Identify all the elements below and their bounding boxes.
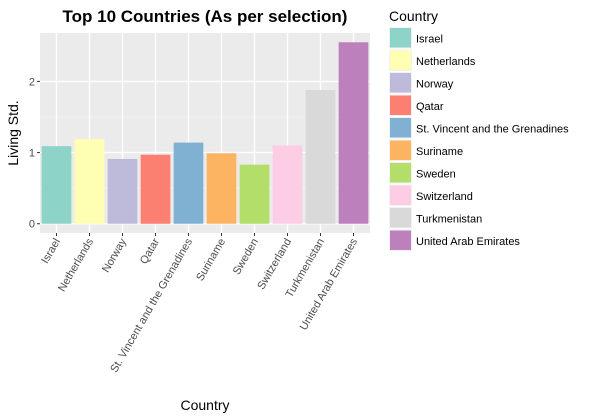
bar-netherlands [74, 139, 105, 224]
x-tick-label: Qatar [138, 236, 162, 266]
x-tick-label: United Arab Emirates [298, 236, 361, 332]
legend-swatch [390, 118, 411, 138]
bar-sweden [239, 164, 270, 224]
y-axis: 0 1 2 [29, 76, 40, 231]
y-tick-label: 2 [29, 76, 35, 88]
bar-st-vincent-and-the-grenadines [173, 142, 204, 224]
x-tick-label: Norway [100, 236, 129, 275]
legend-swatch [390, 28, 411, 48]
legend-swatch [390, 50, 411, 70]
legend-swatch [390, 140, 411, 160]
legend-label: United Arab Emirates [416, 236, 520, 248]
bar-switzerland [272, 145, 303, 224]
x-tick-label: Switzerland [255, 237, 294, 292]
x-tick-label: Sweden [231, 237, 261, 277]
legend-label: Netherlands [416, 56, 476, 68]
bar-turkmenistan [305, 89, 336, 224]
legend-label: Israel [416, 33, 443, 45]
legend: Israel Netherlands Norway Qatar St. Vincent … [389, 27, 569, 251]
legend-label: St. Vincent and the Grenadines [416, 123, 569, 135]
x-tick-label: Netherlands [56, 236, 96, 294]
x-tick-label: Israel [39, 237, 63, 266]
legend-swatch [390, 208, 411, 228]
legend-label: Switzerland [416, 191, 473, 203]
legend-label: Qatar [416, 101, 444, 113]
bar-israel [41, 146, 72, 224]
legend-swatch [390, 95, 411, 115]
legend-label: Norway [416, 78, 454, 90]
y-tick-label: 0 [29, 219, 35, 231]
x-tick-label: Suriname [194, 237, 228, 284]
legend-swatch [390, 163, 411, 183]
legend-label: Suriname [416, 146, 463, 158]
legend-swatch [390, 185, 411, 205]
legend-label: Sweden [416, 168, 456, 180]
bars [41, 42, 369, 224]
legend-swatch [390, 73, 411, 93]
y-tick-label: 1 [29, 148, 35, 160]
bar-qatar [140, 154, 171, 224]
legend-swatch [390, 230, 411, 250]
chart-title: Top 10 Countries (As per selection) [63, 7, 348, 26]
bar-suriname [206, 153, 237, 224]
y-axis-title: Living Std. [5, 100, 21, 165]
legend-title: Country [389, 8, 438, 24]
legend-label: Turkmenistan [416, 213, 482, 225]
x-axis-title: Country [180, 397, 229, 413]
bar-norway [107, 158, 138, 224]
bar-united-arab-emirates [338, 42, 369, 224]
